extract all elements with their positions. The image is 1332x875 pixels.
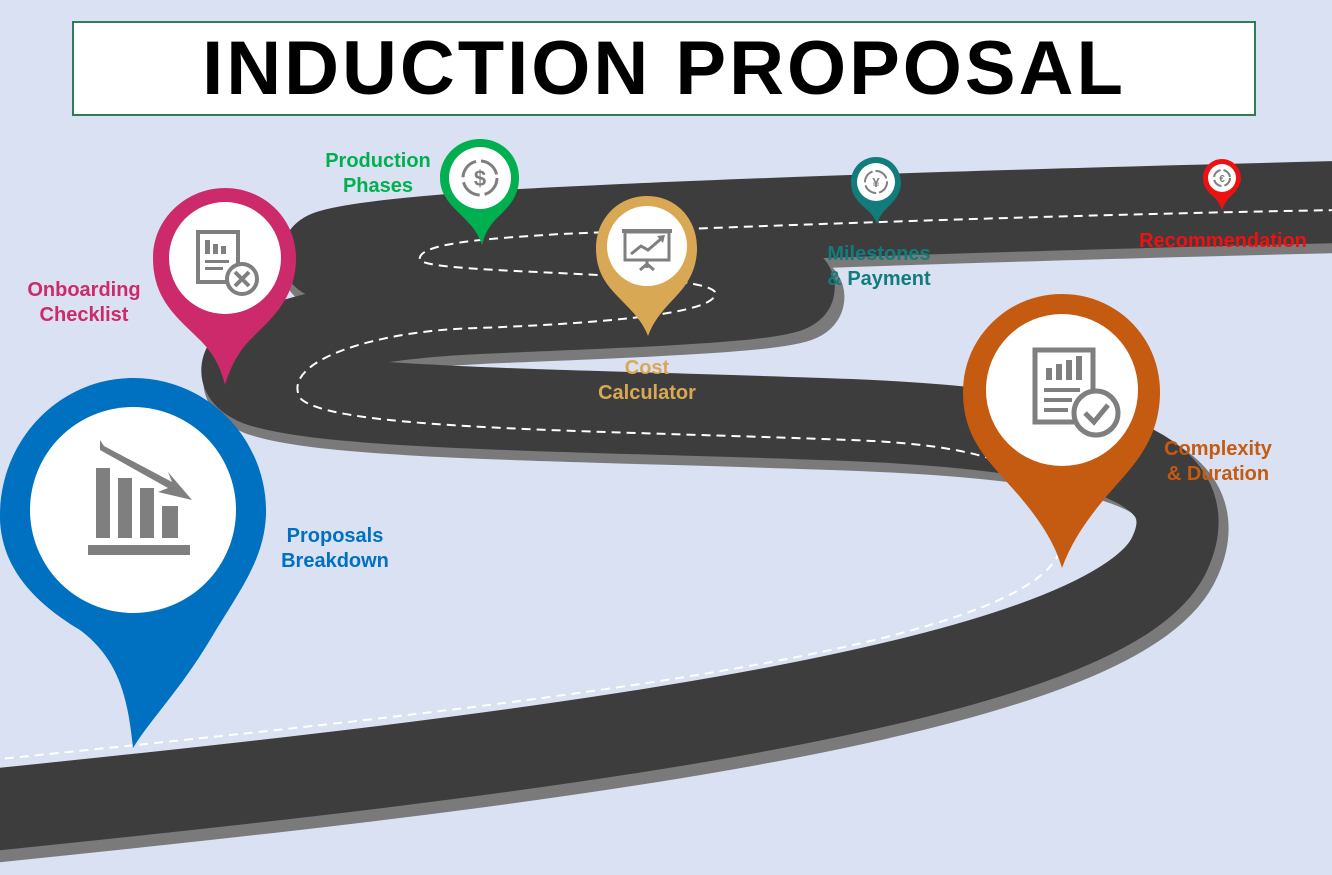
label-complexity-duration: Complexity & Duration — [1150, 437, 1286, 487]
label-onboarding-checklist: Onboarding Checklist — [16, 278, 152, 328]
pin-milestones-payment[interactable]: ¥ — [851, 157, 901, 224]
report-cancel-icon — [196, 230, 259, 296]
pin-cost-calculator[interactable] — [596, 196, 698, 336]
pin-complexity-duration[interactable] — [963, 294, 1161, 568]
page-title: INDUCTION PROPOSAL — [202, 25, 1126, 111]
label-line-1: Recommendation — [1139, 230, 1307, 252]
road-lane-marking — [0, 209, 1332, 760]
label-line-2: & Duration — [1166, 463, 1270, 485]
yen-cycle-icon: ¥ — [864, 170, 888, 194]
svg-text:€: € — [1219, 174, 1225, 185]
label-recommendation: Recommendation — [1128, 229, 1318, 254]
svg-text:$: $ — [474, 166, 486, 191]
svg-text:¥: ¥ — [872, 175, 880, 190]
dollar-cycle-icon: $ — [461, 159, 499, 197]
label-line-1: Production — [325, 150, 431, 172]
label-line-2: Breakdown — [281, 550, 389, 572]
label-line-2: Checklist — [39, 304, 129, 326]
pin-recommendation[interactable]: € — [1203, 159, 1241, 210]
label-line-1: Complexity — [1164, 438, 1272, 460]
presentation-board-icon — [622, 229, 672, 272]
pin-production-phases[interactable]: $ — [440, 139, 520, 245]
label-line-1: Proposals — [286, 525, 384, 547]
label-production-phases: Production Phases — [314, 149, 442, 199]
label-line-1: Onboarding — [27, 279, 141, 301]
label-line-2: & Payment — [827, 268, 931, 290]
label-line-2: Calculator — [598, 382, 696, 404]
declining-bar-chart-icon — [88, 440, 192, 555]
pin-onboarding-checklist[interactable] — [153, 188, 297, 385]
euro-cycle-icon: € — [1213, 169, 1231, 187]
title-banner: INDUCTION PROPOSAL — [72, 21, 1256, 116]
label-proposals-breakdown: Proposals Breakdown — [268, 524, 402, 574]
label-line-1: Milestones — [827, 243, 931, 265]
label-cost-calculator: Cost Calculator — [582, 356, 712, 406]
label-line-2: Phases — [342, 175, 414, 197]
label-milestones-payment: Milestones & Payment — [812, 242, 946, 292]
label-line-1: Cost — [624, 357, 670, 379]
pin-proposals-breakdown[interactable] — [0, 378, 267, 748]
report-check-icon — [1032, 347, 1121, 438]
